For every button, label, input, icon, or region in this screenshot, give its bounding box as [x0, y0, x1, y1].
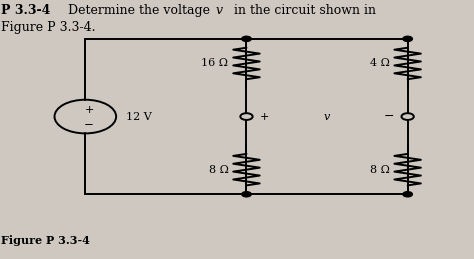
Text: 8 Ω: 8 Ω — [370, 165, 390, 175]
Circle shape — [401, 113, 414, 120]
Text: Determine the voltage: Determine the voltage — [64, 4, 214, 17]
Text: v: v — [324, 112, 330, 121]
Text: 4 Ω: 4 Ω — [370, 59, 390, 68]
Text: Figure P 3.3-4: Figure P 3.3-4 — [1, 235, 90, 246]
Text: v: v — [216, 4, 223, 17]
Circle shape — [403, 36, 412, 41]
Circle shape — [242, 36, 251, 41]
Circle shape — [403, 192, 412, 197]
Text: 8 Ω: 8 Ω — [209, 165, 228, 175]
Circle shape — [240, 113, 253, 120]
Text: +: + — [84, 105, 94, 115]
Text: 12 V: 12 V — [126, 112, 151, 121]
Text: −: − — [84, 117, 94, 130]
Text: 16 Ω: 16 Ω — [201, 59, 228, 68]
Text: in the circuit shown in: in the circuit shown in — [230, 4, 376, 17]
Text: Figure P 3.3-4.: Figure P 3.3-4. — [1, 21, 95, 34]
Text: +: + — [260, 112, 269, 121]
Text: P 3.3-4: P 3.3-4 — [1, 4, 50, 17]
Circle shape — [242, 192, 251, 197]
Text: −: − — [384, 110, 394, 123]
